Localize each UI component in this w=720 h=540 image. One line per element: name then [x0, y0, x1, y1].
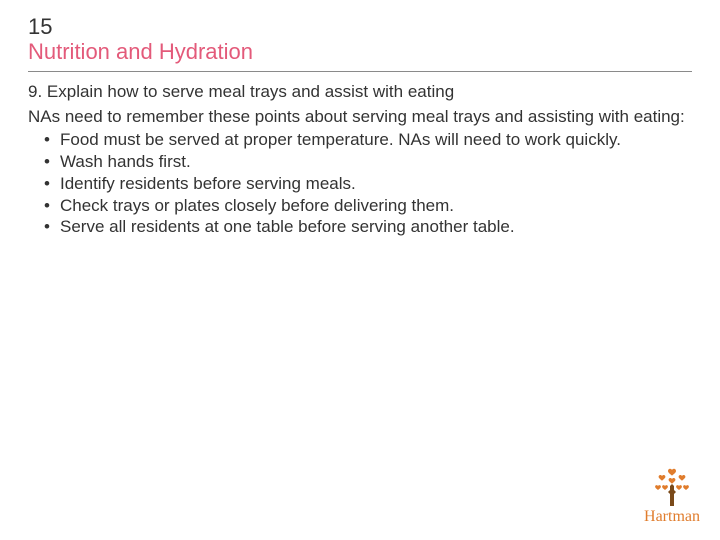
list-item: Identify residents before serving meals.	[44, 173, 692, 195]
list-item: Serve all residents at one table before …	[44, 216, 692, 238]
logo-text: Hartman	[644, 508, 700, 526]
bullet-list: Food must be served at proper temperatur…	[28, 129, 692, 238]
intro-text: NAs need to remember these points about …	[28, 106, 692, 128]
list-item: Wash hands first.	[44, 151, 692, 173]
chapter-number: 15	[28, 14, 692, 39]
publisher-logo: Hartman	[644, 466, 700, 526]
tree-icon	[650, 466, 694, 506]
divider-line	[28, 71, 692, 72]
list-item: Check trays or plates closely before del…	[44, 195, 692, 217]
learning-objective: 9. Explain how to serve meal trays and a…	[28, 82, 692, 102]
slide-container: 15 Nutrition and Hydration 9. Explain ho…	[0, 0, 720, 540]
list-item: Food must be served at proper temperatur…	[44, 129, 692, 151]
chapter-title: Nutrition and Hydration	[28, 39, 692, 64]
